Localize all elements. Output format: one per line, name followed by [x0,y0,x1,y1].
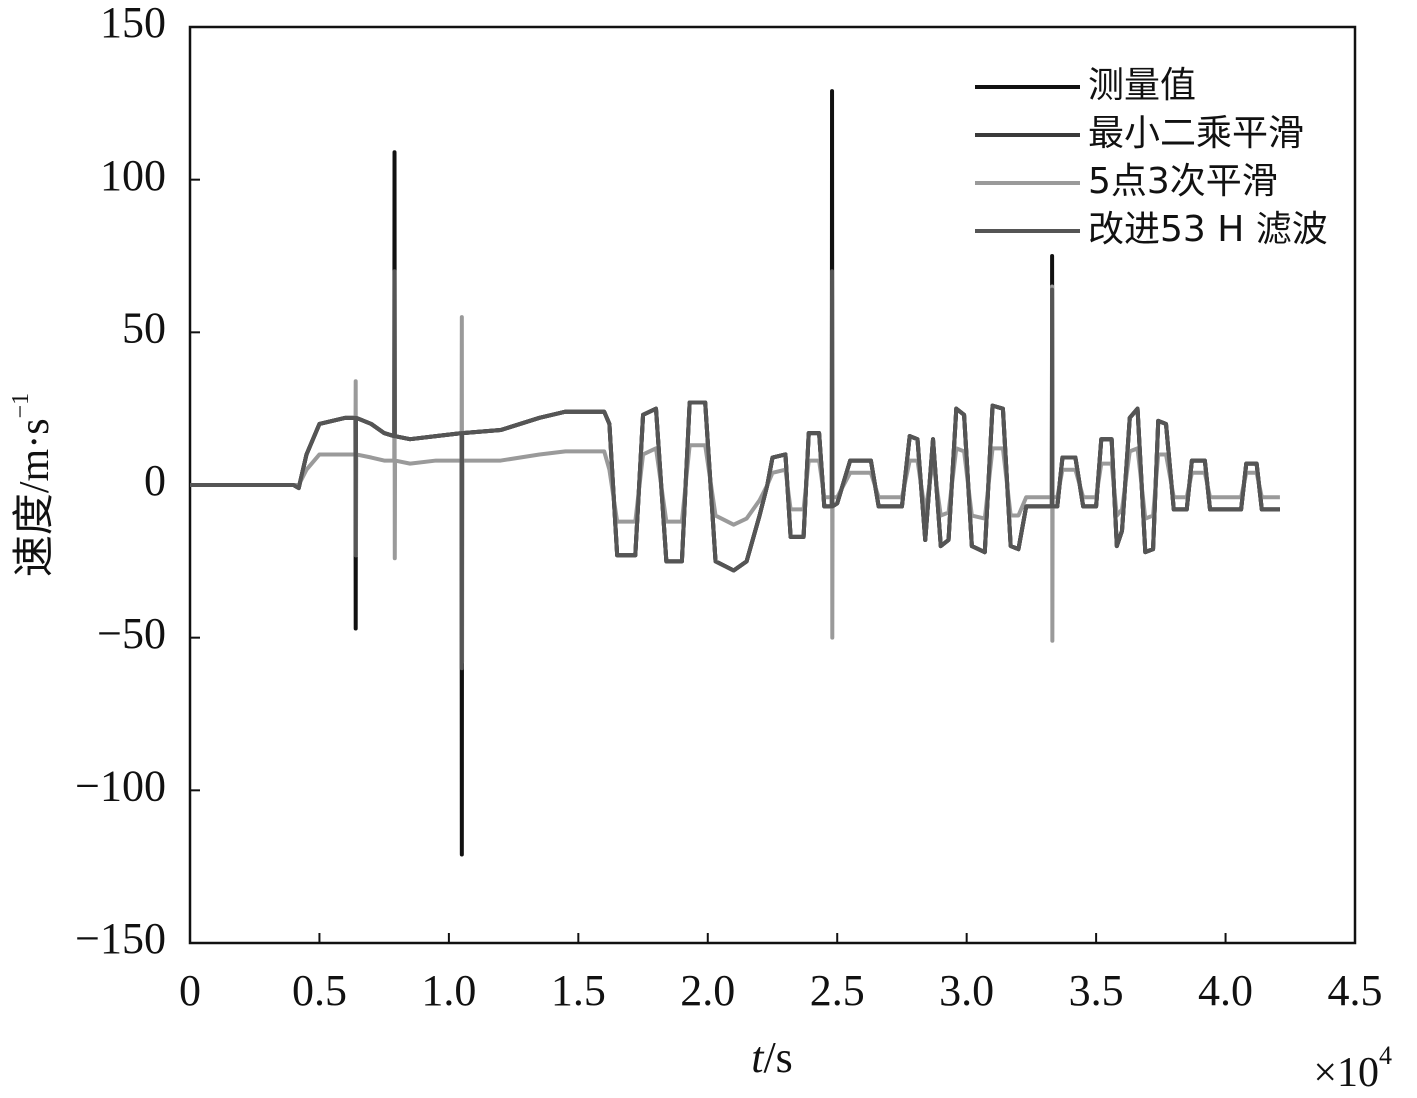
legend-label: 5点3次平滑 [1088,161,1278,202]
x-scale-base: ×10 [1313,1050,1379,1096]
x-tick-label: 3.5 [1069,966,1124,1015]
y-tick-label: −50 [97,609,166,658]
y-label-exponent: −1 [8,393,34,419]
x-scale-exponent: 4 [1379,1041,1392,1070]
y-tick-label: −150 [75,914,166,963]
x-scale-label: ×104 [1313,1041,1392,1096]
x-tick-label: 0 [179,966,201,1015]
y-axis-label: 速度/m·s−1 [8,393,58,577]
x-tick-label: 0.5 [292,966,347,1015]
legend-label: 测量值 [1088,65,1196,106]
y-tick-label: 50 [122,303,166,352]
x-tick-label: 3.0 [939,966,994,1015]
legend-label: 最小二乘平滑 [1088,113,1304,154]
x-label-unit: /s [763,1033,792,1082]
legend-label: 改进53 H 滤波 [1088,209,1328,250]
x-tick-label: 2.5 [810,966,865,1015]
y-label-text: 速度/m·s [12,418,58,577]
x-axis-label: t/s [751,1033,793,1082]
x-tick-label: 2.0 [680,966,735,1015]
y-tick-label: 0 [144,456,166,505]
x-tick-label: 4.5 [1328,966,1383,1015]
y-tick-label: 150 [100,0,166,47]
y-tick-label: −100 [75,761,166,810]
y-tick-label: 100 [100,151,166,200]
x-tick-label: 4.0 [1198,966,1253,1015]
series-line [190,284,1280,665]
x-tick-label: 1.5 [551,966,606,1015]
series-line [190,269,1280,671]
x-tick-label: 1.0 [421,966,476,1015]
series-line [190,89,1280,857]
x-label-var: t [751,1033,765,1082]
